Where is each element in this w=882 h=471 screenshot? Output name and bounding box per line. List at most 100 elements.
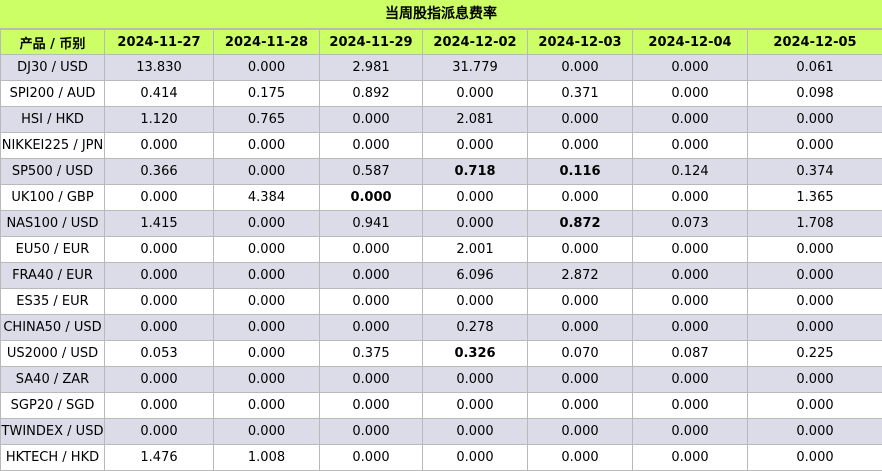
- rate-cell: 0.000: [214, 315, 320, 341]
- rate-cell: 0.000: [633, 367, 748, 393]
- rate-cell: 0.000: [214, 419, 320, 445]
- header-date: 2024-11-29: [320, 30, 423, 55]
- rate-cell: 0.000: [633, 289, 748, 315]
- rate-cell: 0.073: [633, 211, 748, 237]
- rate-cell: 0.000: [423, 367, 528, 393]
- rate-cell: 0.000: [423, 393, 528, 419]
- rate-cell: 0.000: [214, 367, 320, 393]
- rate-cell: 2.081: [423, 107, 528, 133]
- rate-cell: 0.000: [214, 237, 320, 263]
- product-name-cell: CHINA50 / USD: [1, 315, 105, 341]
- rate-cell: 1.708: [748, 211, 882, 237]
- rate-cell: 0.000: [214, 55, 320, 81]
- rate-cell: 31.779: [423, 55, 528, 81]
- product-name-cell: EU50 / EUR: [1, 237, 105, 263]
- rate-cell: 0.116: [528, 159, 633, 185]
- rate-cell: 0.000: [105, 185, 214, 211]
- rate-cell: 0.000: [748, 133, 882, 159]
- rate-cell: 0.000: [423, 211, 528, 237]
- rate-cell: 0.000: [633, 185, 748, 211]
- rate-cell: 0.414: [105, 81, 214, 107]
- product-name-cell: NAS100 / USD: [1, 211, 105, 237]
- rate-cell: 0.000: [105, 263, 214, 289]
- rate-cell: 0.087: [633, 341, 748, 367]
- product-name-cell: TWINDEX / USD: [1, 419, 105, 445]
- rate-cell: 0.000: [214, 159, 320, 185]
- rate-cell: 13.830: [105, 55, 214, 81]
- rate-cell: 0.000: [320, 367, 423, 393]
- rate-cell: 1.008: [214, 445, 320, 471]
- rate-cell: 0.000: [105, 289, 214, 315]
- rate-cell: 1.120: [105, 107, 214, 133]
- rate-cell: 0.326: [423, 341, 528, 367]
- rate-cell: 0.000: [320, 185, 423, 211]
- rate-cell: 0.000: [105, 419, 214, 445]
- rate-cell: 0.375: [320, 341, 423, 367]
- header-date: 2024-12-02: [423, 30, 528, 55]
- rate-cell: 0.366: [105, 159, 214, 185]
- product-name-cell: SA40 / ZAR: [1, 367, 105, 393]
- rate-cell: 0.718: [423, 159, 528, 185]
- header-date: 2024-12-05: [748, 30, 882, 55]
- rate-cell: 0.000: [528, 237, 633, 263]
- rate-cell: 0.000: [748, 367, 882, 393]
- rate-cell: 0.225: [748, 341, 882, 367]
- product-name-cell: DJ30 / USD: [1, 55, 105, 81]
- rate-cell: 0.000: [633, 419, 748, 445]
- rate-cell: 2.872: [528, 263, 633, 289]
- rate-cell: 0.000: [214, 133, 320, 159]
- rate-cell: 0.000: [214, 263, 320, 289]
- rate-cell: 0.000: [748, 289, 882, 315]
- rate-cell: 0.371: [528, 81, 633, 107]
- rate-cell: 0.000: [748, 315, 882, 341]
- rate-cell: 0.000: [320, 445, 423, 471]
- rate-cell: 0.941: [320, 211, 423, 237]
- rate-cell: 0.124: [633, 159, 748, 185]
- rate-cell: 0.000: [528, 419, 633, 445]
- rate-cell: 0.000: [214, 289, 320, 315]
- rate-cell: 0.000: [528, 393, 633, 419]
- product-name-cell: NIKKEI225 / JPN: [1, 133, 105, 159]
- rate-cell: 0.000: [320, 107, 423, 133]
- rate-cell: 0.000: [528, 445, 633, 471]
- rate-cell: 0.374: [748, 159, 882, 185]
- rate-cell: 0.000: [748, 393, 882, 419]
- rate-cell: 0.000: [633, 237, 748, 263]
- rate-cell: 0.000: [748, 445, 882, 471]
- rate-cell: 0.000: [423, 289, 528, 315]
- rate-cell: 0.000: [528, 55, 633, 81]
- rate-cell: 0.000: [423, 185, 528, 211]
- product-name-cell: US2000 / USD: [1, 341, 105, 367]
- rate-cell: 0.000: [748, 419, 882, 445]
- product-name-cell: HSI / HKD: [1, 107, 105, 133]
- product-name-cell: UK100 / GBP: [1, 185, 105, 211]
- rate-cell: 0.000: [320, 133, 423, 159]
- rate-cell: 1.365: [748, 185, 882, 211]
- rate-cell: 0.000: [528, 133, 633, 159]
- rate-cell: 0.000: [633, 107, 748, 133]
- rate-cell: 0.070: [528, 341, 633, 367]
- rate-cell: 0.000: [320, 419, 423, 445]
- rate-cell: 0.000: [748, 107, 882, 133]
- rate-cell: 0.000: [633, 81, 748, 107]
- rate-cell: 6.096: [423, 263, 528, 289]
- rate-cell: 0.000: [105, 367, 214, 393]
- rate-cell: 0.000: [528, 289, 633, 315]
- rate-cell: 1.476: [105, 445, 214, 471]
- rate-cell: 0.000: [105, 237, 214, 263]
- product-name-cell: SP500 / USD: [1, 159, 105, 185]
- rate-cell: 0.000: [423, 81, 528, 107]
- product-name-cell: FRA40 / EUR: [1, 263, 105, 289]
